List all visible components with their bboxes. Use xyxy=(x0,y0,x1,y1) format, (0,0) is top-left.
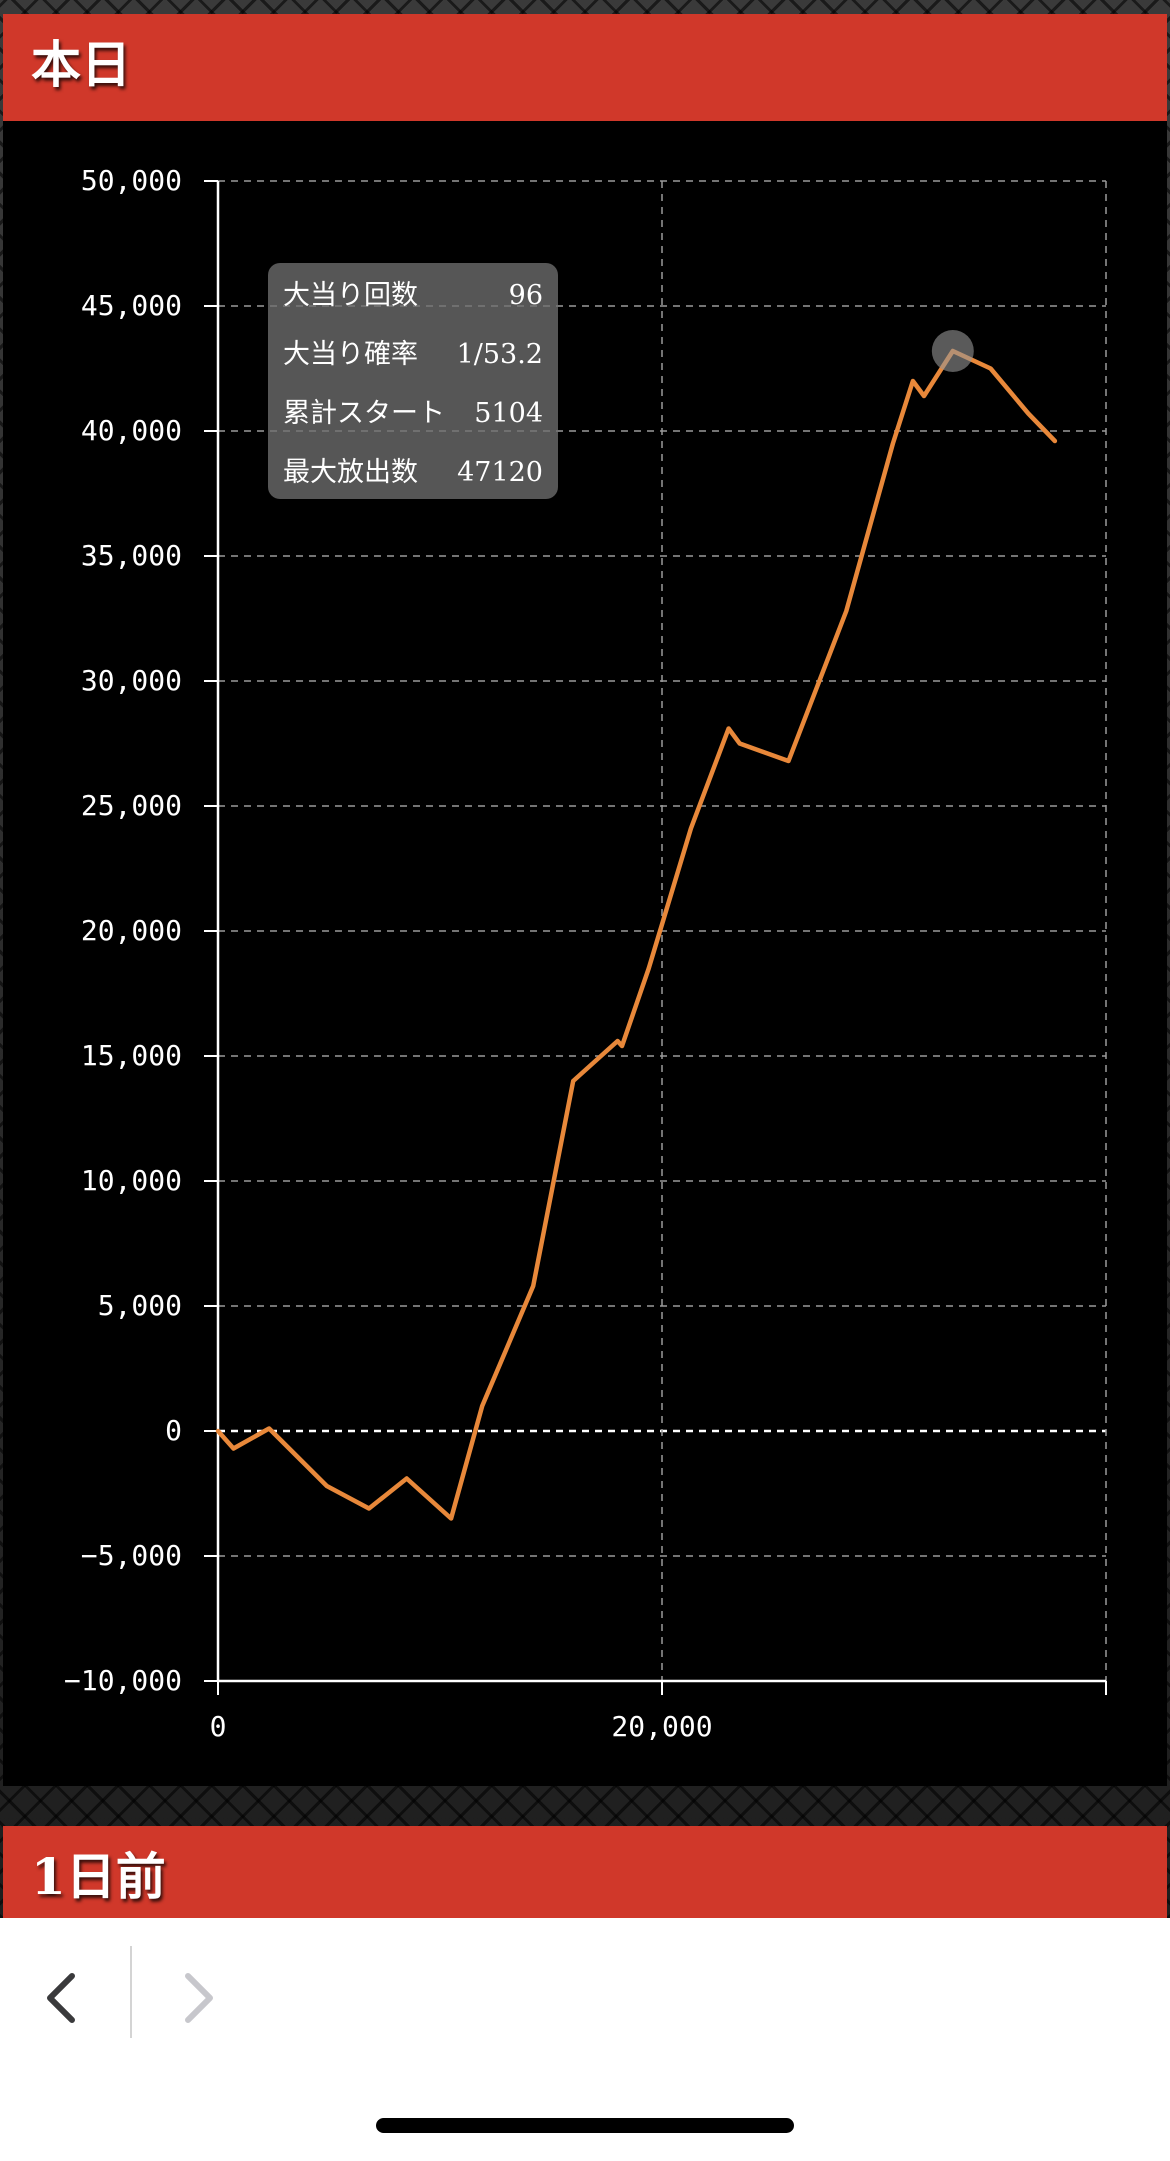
y-tick-label: −5,000 xyxy=(81,1539,182,1572)
tooltip-row-hits: 大当り回数 96 xyxy=(283,270,543,329)
tooltip-value: 47120 xyxy=(457,457,543,488)
y-tick-label: −10,000 xyxy=(64,1664,182,1697)
home-indicator xyxy=(376,2118,794,2133)
y-tick-label: 40,000 xyxy=(81,414,182,447)
line-chart[interactable]: −10,000 −5,000 0 5,000 10,000 15,000 20,000 25,… xyxy=(3,121,1167,1786)
x-tick-label: 0 xyxy=(210,1710,227,1743)
chevron-right-icon xyxy=(185,1973,213,2023)
tooltip-label: 大当り回数 xyxy=(283,280,418,311)
tooltip-row-max-payout: 最大放出数 47120 xyxy=(283,447,543,506)
x-tick-label: 20,000 xyxy=(611,1710,712,1743)
section-header-today: 本日 xyxy=(3,14,1167,121)
y-tick-label: 45,000 xyxy=(81,289,182,322)
back-button[interactable] xyxy=(22,1948,102,2048)
chevron-left-icon xyxy=(47,1973,75,2023)
browser-bottom-bar xyxy=(0,1918,1170,2161)
highlight-point xyxy=(931,330,974,372)
tooltip-value: 1/53.2 xyxy=(456,339,543,370)
y-tick-label: 35,000 xyxy=(81,539,182,572)
y-tick-label: 25,000 xyxy=(81,789,182,822)
tooltip-row-probability: 大当り確率 1/53.2 xyxy=(283,329,543,388)
chart-tooltip: 大当り回数 96 大当り確率 1/53.2 累計スタート 5104 最大放出数 … xyxy=(268,263,558,499)
nav-divider xyxy=(130,1946,132,2038)
series-line xyxy=(215,348,1058,1521)
y-tick-label: 5,000 xyxy=(98,1289,182,1322)
tooltip-label: 最大放出数 xyxy=(283,457,418,488)
tooltip-value: 96 xyxy=(508,280,543,311)
tooltip-label: 累計スタート xyxy=(283,398,445,429)
y-tick-label: 30,000 xyxy=(81,664,182,697)
tooltip-value: 5104 xyxy=(474,398,543,429)
y-tick-label: 15,000 xyxy=(81,1039,182,1072)
section-header-prev-day: 1日前 xyxy=(3,1826,1167,1918)
y-tick-label: 0 xyxy=(165,1414,182,1447)
tooltip-label: 大当り確率 xyxy=(283,339,418,370)
y-tick-label: 50,000 xyxy=(81,164,182,197)
y-tick-label: 20,000 xyxy=(81,914,182,947)
tooltip-row-starts: 累計スタート 5104 xyxy=(283,388,543,447)
y-tick-label: 10,000 xyxy=(81,1164,182,1197)
chart-panel[interactable]: −10,000 −5,000 0 5,000 10,000 15,000 20,000 25,… xyxy=(3,121,1167,1786)
forward-button[interactable] xyxy=(158,1948,238,2048)
